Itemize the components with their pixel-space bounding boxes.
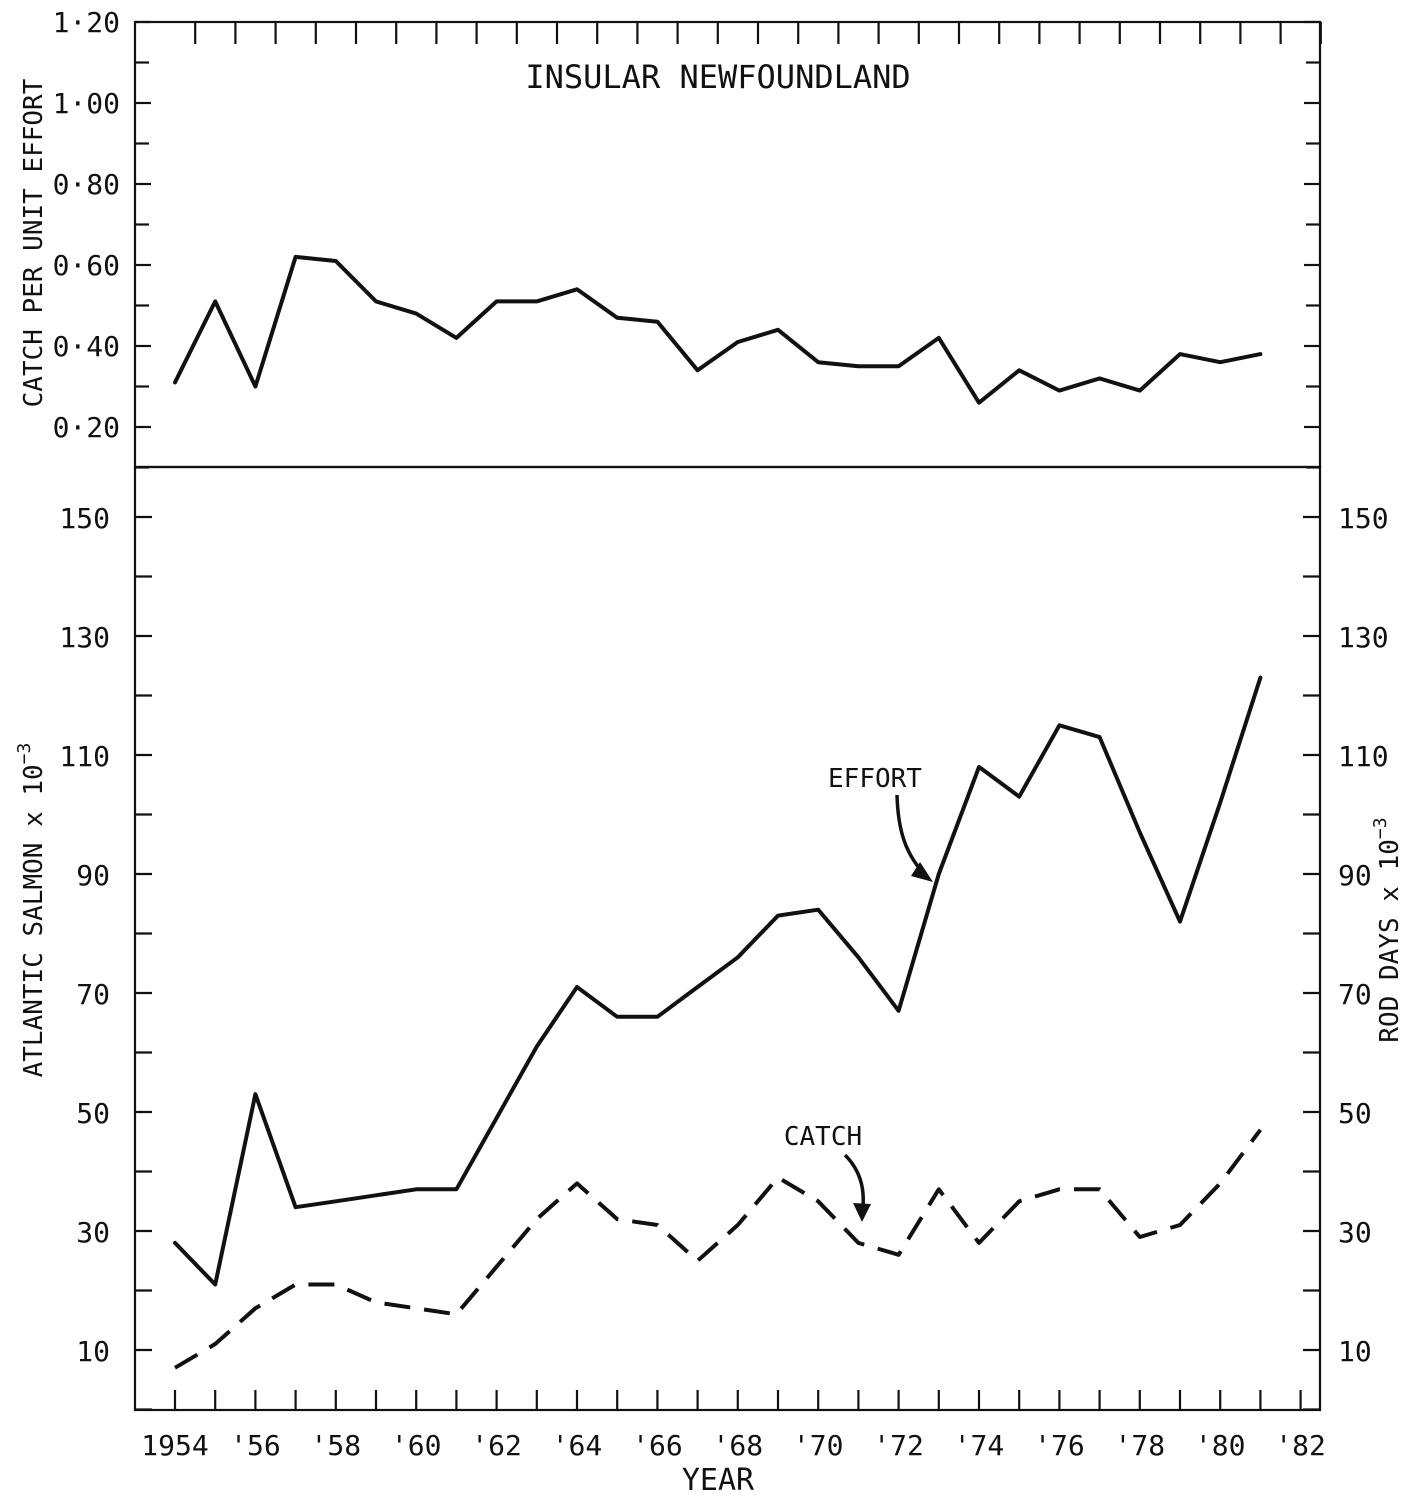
top-y-tick-label: 0·60 <box>53 249 120 282</box>
right-y-tick-label: 90 <box>1338 859 1372 892</box>
right-y-tick-label: 130 <box>1338 621 1389 654</box>
top-y-tick-label: 0·40 <box>53 330 120 363</box>
x-tick-label: '60 <box>391 1429 442 1462</box>
svg-text:ROD DAYS x 10−3: ROD DAYS x 10−3 <box>1370 817 1405 1042</box>
right-y-tick-label: 30 <box>1338 1216 1372 1249</box>
top-y-tick-label: 0·80 <box>53 168 120 201</box>
catch-arrowhead <box>853 1203 871 1222</box>
x-tick-label: '56 <box>230 1429 281 1462</box>
x-tick-label: '76 <box>1034 1429 1085 1462</box>
x-tick-label: '78 <box>1115 1429 1166 1462</box>
effort-arrowhead <box>911 862 933 882</box>
top-panel-ticks: 0·20 0·40 0·60 0·80 1·00 1·20 <box>53 6 1322 469</box>
x-tick-label: '74 <box>954 1429 1005 1462</box>
x-tick-label: '72 <box>873 1429 924 1462</box>
left-y-tick-label: 130 <box>59 621 110 654</box>
x-tick-label: 1954 <box>141 1429 208 1462</box>
svg-text:ATLANTIC SALMON x 10−3: ATLANTIC SALMON x 10−3 <box>14 743 49 1078</box>
right-y-axis-label-exp: −3 <box>1370 817 1391 839</box>
top-y-tick-label: 0·20 <box>53 411 120 444</box>
left-y-axis-label-text: ATLANTIC SALMON x 10 <box>19 764 49 1077</box>
x-tick-label: '82 <box>1275 1429 1326 1462</box>
chart-title: INSULAR NEWFOUNDLAND <box>525 58 910 96</box>
x-tick-label: '62 <box>471 1429 522 1462</box>
x-axis-label: YEAR <box>682 1463 755 1498</box>
effort-annotation: EFFORT <box>828 764 922 794</box>
effort-series-line <box>173 675 1263 1287</box>
left-y-tick-label: 10 <box>76 1335 110 1368</box>
right-y-tick-label: 70 <box>1338 978 1372 1011</box>
right-y-tick-label: 150 <box>1338 502 1389 535</box>
x-tick-label: '64 <box>552 1429 603 1462</box>
left-y-tick-label: 50 <box>76 1097 110 1130</box>
left-y-tick-label: 30 <box>76 1216 110 1249</box>
x-tick-label: '66 <box>632 1429 683 1462</box>
catch-annotation: CATCH <box>784 1122 862 1152</box>
cpue-series-line <box>173 254 1263 405</box>
catch-series-line <box>173 1128 1263 1370</box>
bottom-panel-frame <box>133 465 1322 1412</box>
left-y-axis-label-exp: −3 <box>14 743 35 765</box>
top-y-tick-label: 1·20 <box>53 6 120 39</box>
x-tick-label: '68 <box>713 1429 764 1462</box>
right-y-tick-label: 110 <box>1338 740 1389 773</box>
right-y-tick-label: 10 <box>1338 1335 1372 1368</box>
right-y-axis-label: ROD DAYS x 10−3 <box>1370 817 1405 1042</box>
right-y-axis-label-text: ROD DAYS x 10 <box>1375 839 1405 1043</box>
top-y-axis-label: CATCH PER UNIT EFFORT <box>19 78 49 407</box>
left-y-axis-label: ATLANTIC SALMON x 10−3 <box>14 743 49 1078</box>
left-y-tick-label: 90 <box>76 859 110 892</box>
x-tick-label: '58 <box>311 1429 362 1462</box>
bottom-panel-ticks: 10 10 30 30 50 50 70 70 90 90 110 110 130 130 150 150 19… <box>59 502 1388 1462</box>
x-tick-label: '70 <box>793 1429 844 1462</box>
right-y-tick-label: 50 <box>1338 1097 1372 1130</box>
top-y-tick-label: 1·00 <box>53 87 120 120</box>
x-tick-label: '80 <box>1195 1429 1246 1462</box>
left-y-tick-label: 110 <box>59 740 110 773</box>
left-y-tick-label: 70 <box>76 978 110 1011</box>
left-y-tick-label: 150 <box>59 502 110 535</box>
effort-annotation-arrow <box>895 794 930 880</box>
